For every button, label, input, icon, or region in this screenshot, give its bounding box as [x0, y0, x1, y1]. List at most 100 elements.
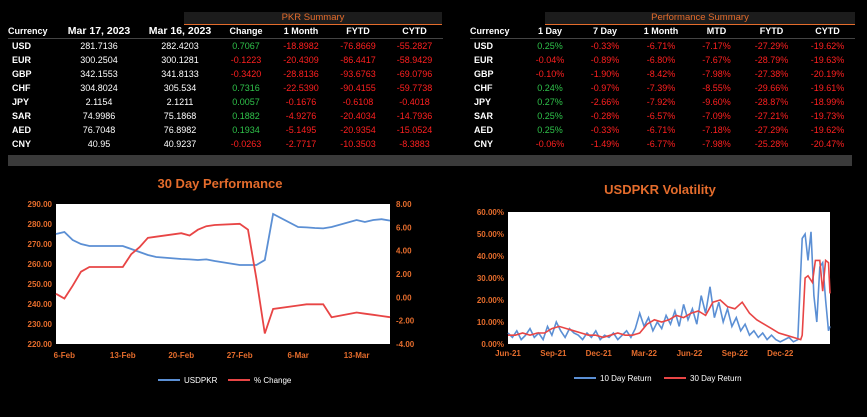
chart1-series-line [55, 212, 391, 266]
legend-10-day-return: 10 Day Return [600, 374, 652, 383]
perf-value-cell: -19.61% [810, 83, 845, 93]
pkr-value-cell: -69.0796 [396, 69, 433, 79]
perf-currency-cell: USD [474, 41, 494, 51]
pkr-value-cell: -0.0263 [230, 139, 262, 149]
performance-summary-table: Currency 1 Day 7 Day 1 Month MTD FYTD CYTD USD… [470, 25, 855, 151]
perf-value-cell: -6.57% [646, 111, 676, 121]
perf-value-cell: -0.04% [535, 55, 565, 65]
pkr-row: CNY 40.95 40.9237 -0.0263 -2.7717 -10.3503 -8.… [8, 137, 443, 151]
chart1-right-tick: 0.00 [396, 293, 412, 302]
perf-col-header: 7 Day [578, 25, 632, 39]
pkr-value-cell: 40.9237 [163, 139, 197, 149]
chart2-y-tick: 10.00% [477, 318, 504, 327]
perf-value-cell: -9.60% [702, 97, 731, 107]
pkr-value-cell: -20.4034 [340, 111, 376, 121]
pkr-value-cell: -2.7717 [285, 139, 317, 149]
pkr-col-header: Mar 17, 2023 [58, 25, 140, 39]
perf-currency-cell: GBP [474, 69, 494, 79]
perf-value-cell: -6.71% [646, 41, 676, 51]
pkr-row: AED 76.7048 76.8982 0.1934 -5.1495 -20.9354 -1… [8, 123, 443, 137]
pkr-value-cell: 74.9986 [82, 111, 116, 121]
perf-value-cell: -18.99% [810, 97, 845, 107]
perf-value-cell: -19.62% [810, 41, 845, 51]
perf-value-cell: -20.19% [810, 69, 845, 79]
pkr-value-cell: -14.7936 [396, 111, 433, 121]
perf-value-cell: -0.97% [590, 83, 620, 93]
performance-summary-panel: Performance Summary Currency 1 Day 7 Day 1 … [470, 12, 855, 151]
pkr-currency-cell: EUR [12, 55, 32, 65]
pkr-value-cell: -4.9276 [285, 111, 317, 121]
chart2-x-tick: Jun-22 [677, 349, 703, 358]
pkr-value-cell: 341.8133 [161, 69, 199, 79]
chart1-right-tick: 8.00 [396, 200, 412, 209]
perf-row: CNY -0.06% -1.49% -6.77% -7.98% -25.28% -20.47… [470, 137, 855, 151]
perf-col-header: 1 Day [522, 25, 578, 39]
chart2-y-tick: 50.00% [477, 230, 504, 239]
chart1-x-tick: 6-Feb [54, 351, 75, 360]
pkr-value-cell: 342.1553 [80, 69, 118, 79]
pkr-value-cell: 75.1868 [163, 111, 197, 121]
chart1-x-tick: 13-Feb [110, 351, 136, 360]
pkr-row: GBP 342.1553 341.8133 -0.3420 -28.8136 -93.67… [8, 67, 443, 81]
chart2-legend: 10 Day Return 30 Day Return [574, 374, 742, 383]
chart2-x-tick: Sep-21 [540, 349, 567, 358]
pkr-value-cell: -5.1495 [285, 125, 317, 135]
perf-value-cell: -1.90% [590, 69, 620, 79]
pkr-value-cell: 281.7136 [80, 41, 118, 51]
perf-value-cell: 0.25% [537, 41, 563, 51]
perf-value-cell: -28.79% [754, 55, 789, 65]
pkr-col-header: Currency [8, 25, 58, 39]
chart2-series [507, 231, 831, 343]
perf-col-header: MTD [690, 25, 743, 39]
chart2-series-line [507, 231, 831, 343]
perf-value-cell: -7.92% [646, 97, 676, 107]
perf-row: SAR 0.25% -0.28% -6.57% -7.09% -27.21% -19.73% [470, 109, 855, 123]
perf-value-cell: -25.28% [754, 139, 789, 149]
chart2-y-tick: 40.00% [477, 252, 504, 261]
pkr-value-cell: 76.7048 [82, 125, 116, 135]
perf-value-cell: -20.47% [810, 139, 845, 149]
perf-value-cell: -27.29% [754, 125, 789, 135]
performance-summary-title: Performance Summary [545, 12, 855, 25]
pkr-currency-cell: USD [12, 41, 32, 51]
pkr-value-cell: -18.8982 [283, 41, 319, 51]
perf-value-cell: -0.33% [590, 125, 620, 135]
pkr-row: JPY 2.1154 2.1211 0.0057 -0.1676 -0.6108 -0.40… [8, 95, 443, 109]
chart2-x-tick: Dec-21 [586, 349, 613, 358]
chart1-right-tick: -4.00 [396, 340, 415, 349]
pkr-value-cell: 0.7316 [232, 83, 260, 93]
pkr-summary-panel: PKR Summary Currency Mar 17, 2023 Mar 16, … [8, 12, 443, 151]
perf-currency-cell: AED [474, 125, 494, 135]
perf-row: EUR -0.04% -0.89% -6.80% -7.67% -28.79% -19.63… [470, 53, 855, 67]
legend-usdpkr: USDPKR [184, 376, 218, 385]
perf-currency-cell: CHF [474, 83, 493, 93]
perf-value-cell: -27.38% [754, 69, 789, 79]
pkr-currency-cell: AED [12, 125, 32, 135]
perf-value-cell: -7.67% [702, 55, 731, 65]
pkr-col-header: 1 Month [272, 25, 330, 39]
perf-currency-cell: SAR [474, 111, 494, 121]
chart1-left-tick: 290.00 [28, 200, 53, 209]
table-footer-strip [8, 155, 852, 166]
pkr-value-cell: -93.6763 [340, 69, 376, 79]
chart1-right-tick: 4.00 [396, 247, 412, 256]
pkr-table-body: USD 281.7136 282.4203 0.7067 -18.8982 -76.866… [8, 39, 443, 152]
perf-row: GBP -0.10% -1.90% -8.42% -7.98% -27.38% -20.19… [470, 67, 855, 81]
chart2-x-tick: Mar-22 [631, 349, 657, 358]
pkr-value-cell: 0.1934 [232, 125, 260, 135]
chart1-series [55, 212, 391, 334]
perf-col-header: 1 Month [632, 25, 690, 39]
perf-value-cell: -19.73% [810, 111, 845, 121]
chart2-x-tick: Dec-22 [767, 349, 794, 358]
perf-value-cell: 0.27% [537, 97, 563, 107]
pkr-row: CHF 304.8024 305.534 0.7316 -22.5390 -90.4155… [8, 81, 443, 95]
pkr-value-cell: -0.1223 [230, 55, 262, 65]
pkr-row: EUR 300.2504 300.1281 -0.1223 -20.4309 -86.44… [8, 53, 443, 67]
perf-value-cell: -28.87% [754, 97, 789, 107]
chart1-x-tick: 27-Feb [227, 351, 253, 360]
pkr-value-cell: -59.7738 [396, 83, 433, 93]
perf-value-cell: -7.39% [646, 83, 676, 93]
perf-row: JPY 0.27% -2.66% -7.92% -9.60% -28.87% -18.99% [470, 95, 855, 109]
pkr-value-cell: 2.1154 [85, 97, 113, 107]
chart2-x-tick: Jun-21 [495, 349, 521, 358]
